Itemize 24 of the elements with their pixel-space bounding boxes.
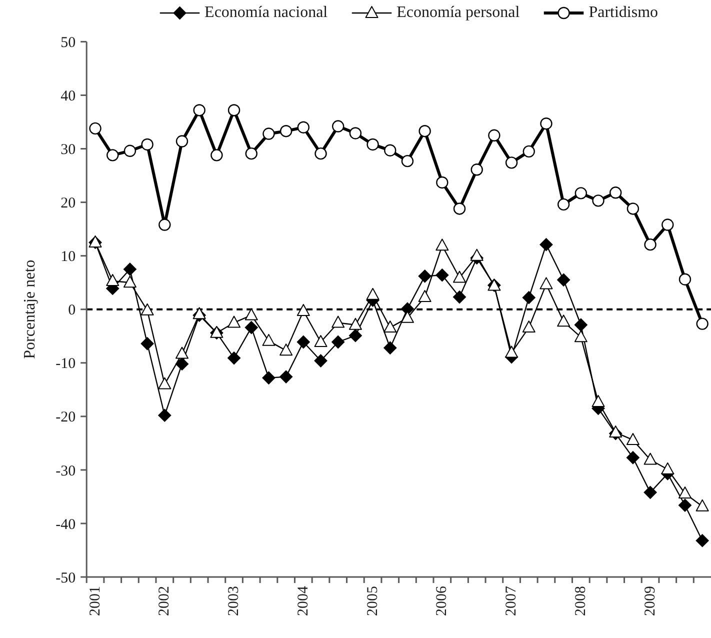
x-tick-label: 2006 — [434, 586, 450, 616]
y-tick-label: -50 — [56, 570, 76, 586]
y-tick-label: 30 — [60, 142, 76, 158]
y-tick-label: -10 — [56, 356, 76, 372]
x-tick-label: 2003 — [226, 586, 242, 616]
y-axis-title: Porcentaje neto — [22, 260, 38, 359]
x-tick-label: 2005 — [364, 586, 381, 616]
y-tick-label: 10 — [60, 249, 76, 266]
y-tick-label: 40 — [60, 88, 76, 105]
x-tick-label: 2007 — [504, 586, 520, 616]
y-tick-label: -20 — [56, 410, 76, 426]
x-tick-label: 2004 — [295, 586, 312, 616]
x-tick-label: 2009 — [642, 586, 658, 616]
x-tick-label: 2002 — [156, 586, 173, 616]
y-tick-label: 0 — [68, 302, 76, 319]
legend-label: Economía personal — [396, 4, 520, 22]
x-tick-label: 2008 — [572, 586, 589, 616]
y-tick-label: -30 — [56, 463, 76, 480]
y-tick-label: 50 — [60, 35, 76, 52]
legend-label: Partidismo — [588, 4, 658, 22]
y-tick-label: 20 — [60, 196, 76, 212]
legend-label: Economía nacional — [204, 4, 328, 22]
x-tick-label: 2001 — [87, 586, 104, 616]
y-tick-label: -40 — [56, 516, 76, 533]
